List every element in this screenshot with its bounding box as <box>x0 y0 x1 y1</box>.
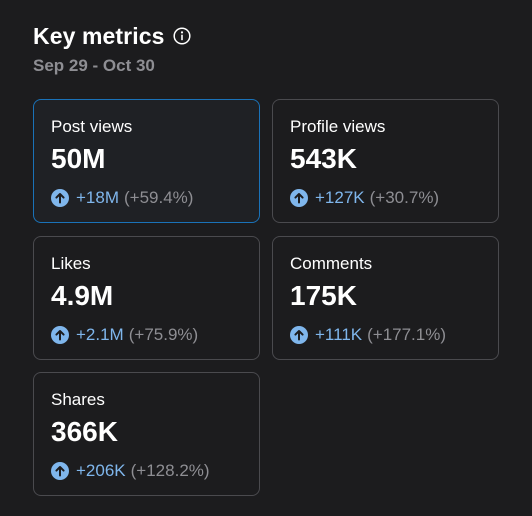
metric-delta: +18M <box>76 188 119 207</box>
metric-value: 175K <box>290 280 357 311</box>
metric-percent: (+177.1%) <box>367 325 447 344</box>
metric-delta: +2.1M <box>76 325 124 344</box>
metric-delta: +127K <box>315 188 365 207</box>
metric-change: +18M (+59.4%) <box>51 188 193 208</box>
metric-card-comments[interactable]: Comments 175K +111K (+177.1%) <box>272 236 499 360</box>
arrow-up-circle-icon <box>51 326 69 344</box>
metric-label: Profile views <box>290 117 386 136</box>
metric-label: Likes <box>51 254 91 273</box>
metric-card-likes[interactable]: Likes 4.9M +2.1M (+75.9%) <box>33 236 260 360</box>
metric-card-shares[interactable]: Shares 366K +206K (+128.2%) <box>33 372 260 496</box>
key-metrics-header: Key metrics Sep 29 - Oct 30 <box>33 20 191 76</box>
metric-percent: (+75.9%) <box>128 325 199 344</box>
info-icon[interactable] <box>172 27 191 45</box>
metric-value: 543K <box>290 143 357 174</box>
page-title: Key metrics <box>33 22 165 49</box>
metric-delta: +111K <box>315 325 363 344</box>
metric-change: +206K (+128.2%) <box>51 461 210 481</box>
metric-percent: (+128.2%) <box>130 461 210 480</box>
arrow-up-circle-icon <box>290 326 308 344</box>
metric-delta: +206K <box>76 461 126 480</box>
arrow-up-circle-icon <box>51 462 69 480</box>
title-row: Key metrics <box>33 20 191 52</box>
metric-change: +111K (+177.1%) <box>290 325 446 345</box>
metric-change: +2.1M (+75.9%) <box>51 325 198 345</box>
metric-label: Comments <box>290 254 373 273</box>
metric-value: 366K <box>51 416 118 447</box>
metric-percent: (+59.4%) <box>124 188 194 207</box>
metric-value: 4.9M <box>51 280 114 311</box>
arrow-up-circle-icon <box>290 189 308 207</box>
metric-percent: (+30.7%) <box>369 188 440 207</box>
metric-card-profile-views[interactable]: Profile views 543K +127K (+30.7%) <box>272 99 499 223</box>
metric-value: 50M <box>51 143 106 174</box>
metric-change: +127K (+30.7%) <box>290 188 439 208</box>
metric-label: Shares <box>51 390 105 409</box>
date-range: Sep 29 - Oct 30 <box>33 56 155 75</box>
metric-label: Post views <box>51 117 133 136</box>
metric-card-post-views[interactable]: Post views 50M +18M (+59.4%) <box>33 99 260 223</box>
arrow-up-circle-icon <box>51 189 69 207</box>
